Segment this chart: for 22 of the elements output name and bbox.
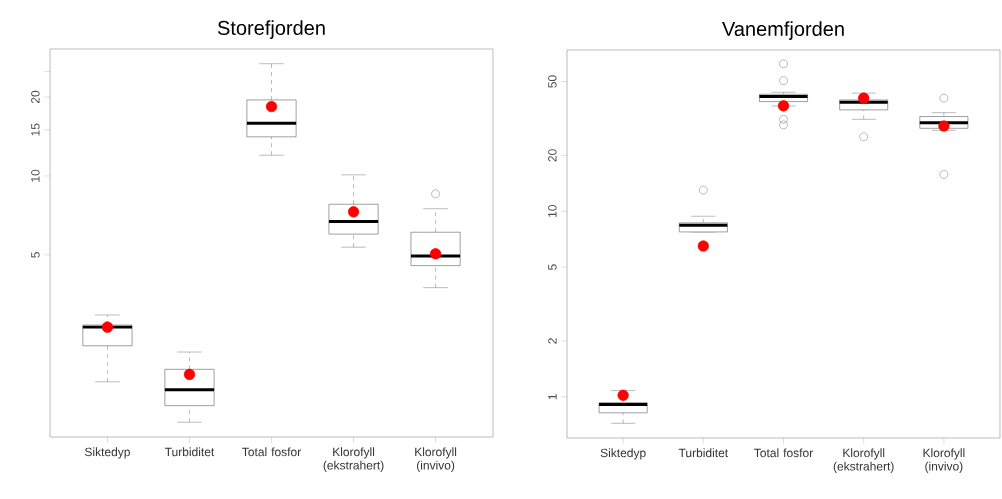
x-tick-label: Siktedyp <box>600 448 646 460</box>
chart-title: Storefjorden <box>217 20 325 39</box>
x-tick-label: Total fosfor <box>754 448 813 458</box>
x-tick-label: Siktedyp <box>84 447 130 459</box>
y-tick-label: 1 <box>548 394 557 400</box>
y-tick-label: 15 <box>31 123 40 136</box>
y-tick-label: 10 <box>548 205 557 218</box>
y-tick-label: 10 <box>31 169 40 182</box>
chart-title: Vanemfjorden <box>722 21 844 40</box>
x-tick-label: Turbiditet <box>678 448 729 458</box>
x-tick-label: Total fosfor <box>242 447 301 457</box>
y-tick-label: 5 <box>31 252 40 258</box>
y-tick-label: 20 <box>548 149 557 162</box>
y-tick-label: 50 <box>548 75 557 88</box>
y-tick-label: 5 <box>548 264 557 270</box>
x-tick-label: Klorofyll (invivo) <box>923 448 965 473</box>
y-tick-label: 20 <box>31 90 40 104</box>
x-tick-label: Klorofyll (ekstrahert) <box>833 448 894 473</box>
x-tick-label: Klorofyll (invivo) <box>415 447 457 472</box>
x-tick-label: Klorofyll (ekstrahert) <box>323 447 384 472</box>
x-tick-label: Turbiditet <box>164 447 215 457</box>
y-tick-label: 2 <box>548 338 557 344</box>
